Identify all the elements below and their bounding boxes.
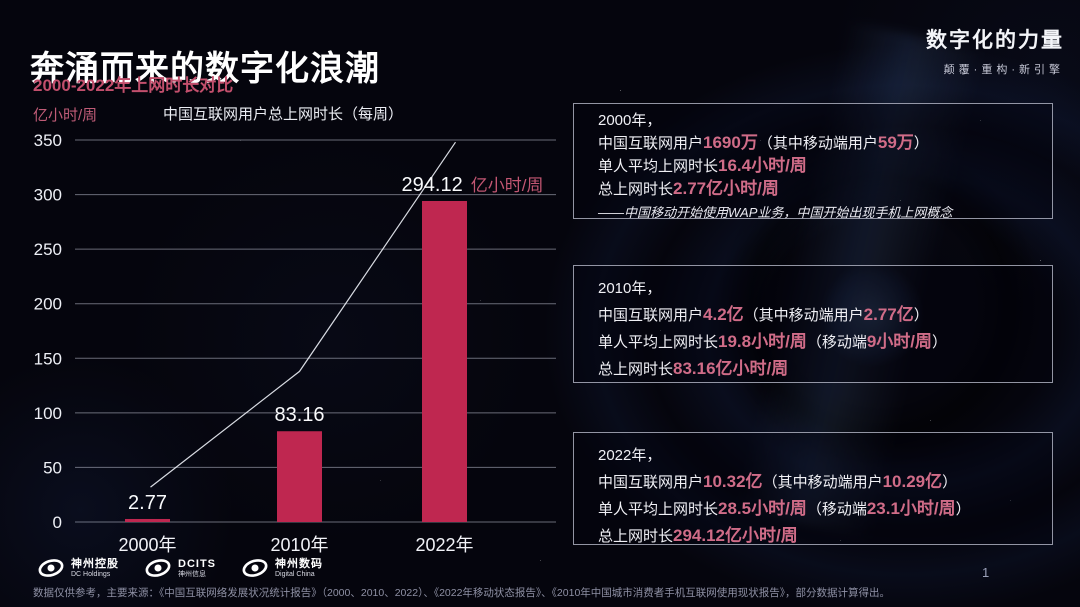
highlight-value: 294.12亿小时/周	[673, 526, 798, 545]
panel-text: 2010年，	[598, 280, 662, 297]
brand-name: 数字化的力量	[926, 29, 1064, 52]
highlight-value: 83.16亿小时/周	[673, 359, 789, 378]
star-field	[0, 0, 1, 1]
highlight-value: 28.5小时/周	[718, 499, 807, 518]
bar-2022年	[422, 200, 467, 523]
page-number: 1	[982, 565, 990, 580]
highlight-value: 9小时/周	[866, 332, 933, 351]
panel-line: 总上网时长294.12亿小时/周	[598, 523, 1032, 550]
logo-dcits: DCITS 神州信息	[143, 557, 216, 579]
y-tick-label: 100	[34, 404, 62, 423]
panel-text: ）	[913, 307, 929, 324]
highlight-value: 23.1小时/周	[866, 499, 956, 518]
y-tick-label: 200	[34, 295, 62, 314]
highlight-value: 4.2亿	[703, 305, 744, 324]
panel-line: 单人平均上网时长28.5小时/周（移动端23.1小时/周）	[598, 496, 1032, 523]
panel-text: 2022年，	[598, 447, 662, 464]
panel-note: ——中国移动开始使用WAP业务，中国开始出现手机上网概念	[598, 205, 953, 220]
panel-text: ）	[932, 334, 948, 351]
highlight-value: 16.4小时/周	[718, 156, 807, 175]
panel-line: 2000年，	[598, 110, 1032, 132]
panel-line: 2010年，	[598, 276, 1032, 302]
x-tick-label: 2022年	[415, 535, 473, 555]
galaxy-logo-icon	[145, 559, 171, 577]
logo-subtitle: 神州信息	[178, 570, 206, 578]
highlight-value: 1690万	[703, 133, 758, 152]
panel-text: （其中移动端用户	[757, 135, 878, 152]
highlight-value: 19.8小时/周	[718, 332, 807, 351]
panel-line: 单人平均上网时长19.8小时/周（移动端9小时/周）	[598, 329, 1032, 356]
panel-text: ）	[942, 474, 958, 491]
panel-text: 总上网时长	[598, 528, 674, 545]
highlight-value: 2.77亿小时/周	[673, 179, 779, 198]
footer-logos: 神州控股 DC Holdings DCITS 神州信息 神州数码 Digital…	[36, 557, 323, 579]
bar-value-label: 2.77	[128, 492, 167, 514]
highlight-value: 10.29亿	[882, 472, 943, 491]
y-tick-label: 250	[34, 240, 62, 259]
logo-text: 神州控股 DC Holdings	[71, 558, 119, 579]
x-tick-label: 2010年	[270, 535, 328, 555]
bar-value-label: 294.12 亿小时/周	[402, 174, 544, 196]
data-source-note: 数据仅供参考，主要来源：《中国互联网络发展状况统计报告》（2000、2010、2…	[33, 587, 891, 599]
panel-text: 中国互联网用户	[598, 135, 704, 152]
panel-text: 2000年，	[598, 112, 662, 129]
info-panel-2000: 2000年， 中国互联网用户1690万（其中移动端用户59万） 单人平均上网时长16…	[573, 103, 1053, 222]
highlight-value: 10.32亿	[703, 472, 763, 491]
chart-title: 中国互联网用户总上网时长（每周）	[163, 106, 404, 123]
panel-line: 总上网时长2.77亿小时/周	[598, 178, 1032, 201]
bar-2010年	[277, 431, 322, 522]
panel-body: 2000年， 中国互联网用户1690万（其中移动端用户59万） 单人平均上网时长16…	[598, 110, 1032, 222]
panel-body: 2022年， 中国互联网用户10.32亿（其中移动端用户10.29亿） 单人平均上网…	[598, 443, 1032, 550]
panel-line: 单人平均上网时长16.4小时/周	[598, 155, 1032, 178]
y-tick-label: 300	[34, 186, 62, 205]
bar-value-label: 83.16	[274, 404, 324, 426]
panel-text: 中国互联网用户	[598, 474, 704, 491]
logo-subtitle: DC Holdings	[71, 570, 111, 578]
logo-name: DCITS	[178, 557, 216, 570]
y-tick-label: 50	[43, 458, 62, 477]
panel-body: 2010年， 中国互联网用户4.2亿（其中移动端用户2.77亿） 单人平均上网时长1…	[598, 276, 1032, 383]
panel-text: （其中移动端用户	[743, 307, 864, 324]
bar-2000年	[125, 518, 170, 522]
logo-digital-china: 神州数码 Digital China	[240, 557, 323, 579]
highlight-value: 2.77亿	[863, 305, 914, 324]
panel-text: 总上网时长	[598, 181, 674, 198]
brand-block: 数字化的力量 颠覆·重构·新引擎	[926, 24, 1064, 77]
y-tick-label: 350	[34, 131, 62, 150]
logo-name: 神州控股	[71, 557, 119, 570]
panel-line: 总上网时长83.16亿小时/周	[598, 356, 1032, 383]
galaxy-logo-icon	[242, 559, 268, 577]
panel-text: 单人平均上网时长	[598, 501, 719, 518]
galaxy-logo-icon	[38, 559, 64, 577]
y-tick-label: 150	[34, 349, 62, 368]
logo-subtitle: Digital China	[275, 570, 315, 578]
logo-dc-holdings: 神州控股 DC Holdings	[36, 557, 119, 579]
page-title: 奔涌而来的数字化浪潮	[30, 49, 380, 88]
page-subtitle: 2000-2022年上网时长对比	[33, 76, 234, 95]
panel-line: 中国互联网用户10.32亿（其中移动端用户10.29亿）	[598, 469, 1032, 496]
panel-text: ）	[955, 501, 971, 518]
panel-text: （移动端	[806, 334, 867, 351]
y-tick-label: 0	[53, 513, 62, 532]
panel-line: 中国互联网用户1690万（其中移动端用户59万）	[598, 132, 1032, 155]
trend-line	[150, 141, 456, 488]
info-panel-2010: 2010年， 中国互联网用户4.2亿（其中移动端用户2.77亿） 单人平均上网时长1…	[573, 265, 1053, 383]
panel-text: 单人平均上网时长	[598, 334, 719, 351]
brand-tagline: 颠覆·重构·新引擎	[943, 64, 1064, 76]
panel-text: （其中移动端用户	[762, 474, 883, 491]
panel-text: 单人平均上网时长	[598, 158, 719, 175]
y-axis-unit-label: 亿小时/周	[33, 107, 98, 124]
logo-text: 神州数码 Digital China	[275, 558, 323, 579]
highlight-value: 59万	[877, 133, 914, 152]
panel-text: ）	[913, 135, 929, 152]
panel-line: 中国互联网用户4.2亿（其中移动端用户2.77亿）	[598, 302, 1032, 329]
panel-text: 中国互联网用户	[598, 307, 704, 324]
panel-text: （移动端	[806, 501, 867, 518]
x-tick-label: 2000年	[118, 535, 176, 555]
logo-name: 神州数码	[275, 557, 323, 570]
panel-line: 2022年，	[598, 443, 1032, 469]
logo-text: DCITS 神州信息	[178, 558, 216, 579]
info-panel-2022: 2022年， 中国互联网用户10.32亿（其中移动端用户10.29亿） 单人平均上网…	[573, 432, 1053, 545]
panel-text: 总上网时长	[598, 361, 674, 378]
